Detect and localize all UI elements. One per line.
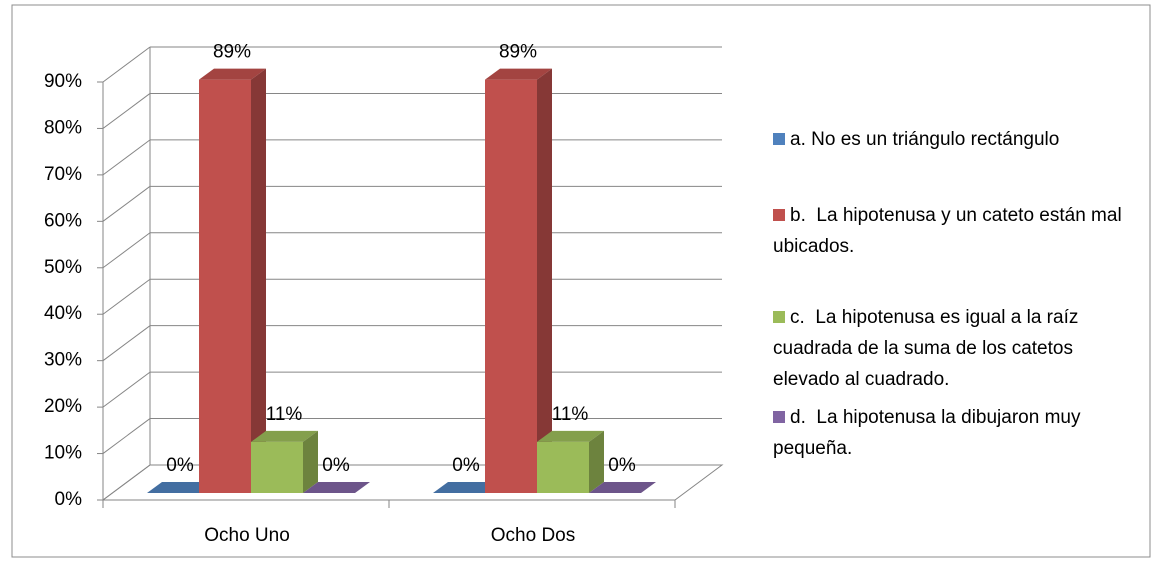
grid-line-side — [102, 232, 151, 269]
data-label: 0% — [322, 455, 350, 476]
bar-top — [537, 430, 604, 442]
data-label: 0% — [452, 455, 480, 476]
x-tick-label: Ocho Uno — [204, 525, 290, 546]
grid-line-side — [102, 418, 151, 454]
bar — [537, 441, 589, 493]
legend-entry: c. La hipotenusa es igual a la raíz cuad… — [773, 302, 1143, 395]
x-tick-label: Ocho Dos — [491, 525, 575, 546]
y-tick-label: 50% — [44, 257, 82, 278]
data-label: 89% — [499, 42, 537, 63]
legend-label: b. La hipotenusa y un cateto están mal u… — [773, 205, 1127, 257]
bar-top — [485, 68, 552, 80]
y-tick-label: 80% — [44, 117, 82, 138]
legend-label: d. La hipotenusa la dibujaron muy pequeñ… — [773, 407, 1086, 459]
legend-entry: b. La hipotenusa y un cateto están mal u… — [773, 200, 1143, 262]
grid-line-side — [102, 185, 151, 222]
bar-top — [199, 68, 266, 80]
grid-line-side — [102, 371, 151, 408]
bar-side — [589, 430, 604, 493]
bar — [199, 79, 251, 494]
bar — [485, 79, 537, 494]
bar-side — [537, 68, 552, 494]
data-label: 0% — [166, 455, 194, 476]
grid-line-side — [102, 278, 151, 315]
bar-top — [433, 482, 500, 493]
bar-top — [589, 482, 656, 493]
data-label: 11% — [552, 404, 589, 425]
y-tick-label: 70% — [44, 164, 82, 185]
bar-side — [251, 68, 266, 494]
y-tick-label: 20% — [44, 396, 82, 417]
bar-top — [147, 482, 214, 493]
data-label: 11% — [266, 404, 303, 425]
grid-line-side — [102, 325, 151, 362]
legend-swatch — [773, 411, 785, 423]
y-tick-label: 40% — [44, 303, 82, 324]
bar-side — [303, 430, 318, 493]
y-tick-label: 30% — [44, 350, 82, 371]
y-tick-label: 0% — [55, 489, 83, 510]
y-tick-label: 10% — [44, 443, 82, 464]
grid-line-side — [102, 139, 151, 176]
legend-label: a. No es un triángulo rectángulo — [790, 129, 1060, 150]
grid-line-side — [102, 464, 151, 501]
y-tick-label: 90% — [44, 71, 82, 92]
legend-swatch — [773, 133, 785, 145]
legend-entry: a. No es un triángulo rectángulo — [773, 124, 1143, 155]
grid-line-side — [102, 93, 151, 129]
legend-label: c. La hipotenusa es igual a la raíz cuad… — [773, 307, 1084, 390]
data-label: 89% — [213, 42, 251, 63]
bar-top — [303, 482, 370, 493]
legend-entry: d. La hipotenusa la dibujaron muy pequeñ… — [773, 402, 1143, 464]
data-label: 0% — [608, 455, 636, 476]
y-tick-label: 60% — [44, 210, 82, 231]
bar — [251, 441, 303, 493]
bar-top — [251, 430, 318, 442]
legend-swatch — [773, 209, 785, 221]
grid-line-side — [102, 46, 151, 83]
legend-swatch — [773, 311, 785, 323]
